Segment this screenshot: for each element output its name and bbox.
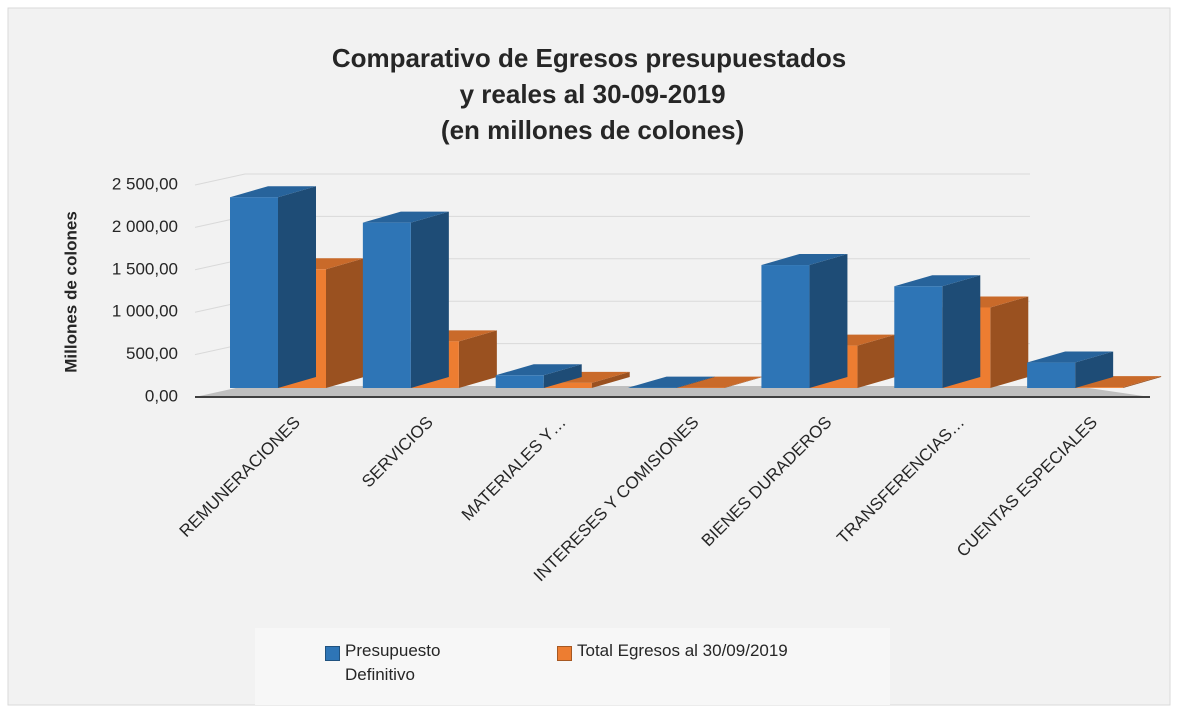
y-tick-label: 2 500,00 [112, 174, 178, 193]
grid-line [194, 173, 1030, 186]
bar-top [894, 275, 981, 287]
y-tick-label: 2 000,00 [112, 217, 178, 236]
bar-top [230, 186, 316, 198]
bar-side [458, 330, 497, 388]
bar [1075, 376, 1162, 388]
bar-top [362, 211, 449, 223]
bar-top [1075, 376, 1162, 388]
bar [230, 186, 316, 388]
bar-side [942, 275, 981, 388]
bar [628, 376, 715, 388]
bar-front [362, 222, 411, 388]
bar-side [857, 334, 896, 388]
bar-front [230, 197, 278, 388]
bar-top [761, 254, 848, 266]
bar-side [676, 376, 715, 388]
bar-top [495, 364, 582, 376]
floor [195, 386, 1150, 397]
bar-front [1075, 387, 1124, 388]
y-axis-title: Millones de colones [61, 211, 80, 373]
bar-side [591, 371, 630, 388]
bar-side [1075, 351, 1114, 388]
chart-title: Comparativo de Egresos presupuestados y … [332, 43, 846, 145]
legend-label: Total Egresos al 30/09/2019 [577, 641, 788, 660]
bar-front [761, 265, 810, 388]
bar-top [1027, 351, 1114, 363]
legend-swatch [325, 646, 340, 661]
bar [676, 376, 763, 388]
bar-side [809, 254, 848, 388]
bar-front [543, 382, 592, 388]
legend-item: Presupuesto Definitivo [325, 641, 475, 687]
bar-side [1123, 376, 1162, 388]
bar-top [628, 376, 715, 388]
y-tick-label: 1 000,00 [112, 302, 178, 321]
bar-front [1027, 362, 1076, 388]
bar [1027, 351, 1114, 388]
y-tick-label: 0,00 [145, 386, 178, 405]
bar-side [724, 376, 763, 388]
bar-side [990, 296, 1029, 388]
bar [495, 364, 582, 388]
legend: Presupuesto Definitivo Total Egresos al 3… [255, 628, 890, 705]
y-tick-label: 500,00 [126, 344, 178, 363]
bar [761, 254, 848, 388]
bar-side [543, 364, 582, 388]
bar-side [278, 186, 316, 388]
bar-top [676, 376, 763, 388]
bar-side [410, 211, 449, 388]
bar-front [495, 375, 544, 388]
bar-front [894, 286, 943, 388]
bar [894, 275, 981, 388]
bar-side [326, 258, 364, 388]
legend-label: Presupuesto Definitivo [345, 641, 441, 684]
legend-item: Total Egresos al 30/09/2019 [557, 641, 857, 663]
bar [362, 211, 449, 388]
y-tick-label: 1 500,00 [112, 259, 178, 278]
legend-swatch [557, 646, 572, 661]
